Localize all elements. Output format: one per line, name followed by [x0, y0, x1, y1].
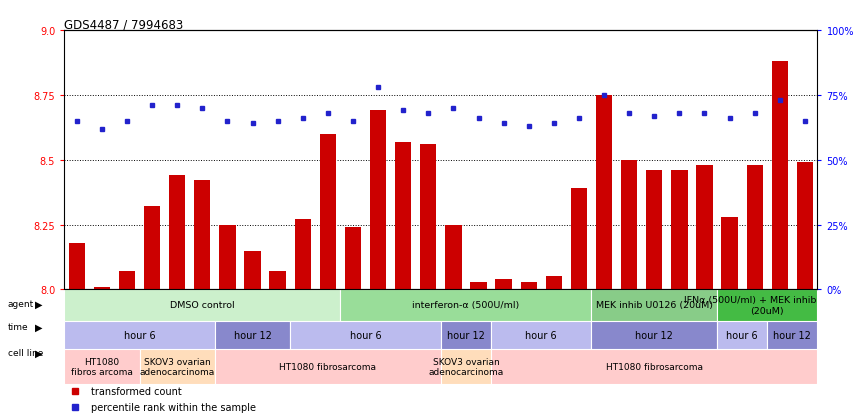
Bar [591, 321, 717, 349]
Text: interferon-α (500U/ml): interferon-α (500U/ml) [413, 301, 520, 310]
Text: HT1080 fibrosarcoma: HT1080 fibrosarcoma [279, 362, 377, 371]
Bar [64, 290, 341, 321]
Bar [294, 220, 311, 290]
Bar [68, 243, 85, 290]
Bar [717, 321, 767, 349]
Bar [470, 282, 487, 290]
Text: SKOV3 ovarian
adenocarcinoma: SKOV3 ovarian adenocarcinoma [140, 357, 215, 376]
Bar [270, 272, 286, 290]
Bar [64, 321, 215, 349]
Bar [341, 290, 591, 321]
Text: hour 6: hour 6 [526, 330, 557, 340]
Bar [717, 290, 817, 321]
Text: hour 12: hour 12 [774, 330, 811, 340]
Bar [571, 189, 587, 290]
Text: hour 6: hour 6 [727, 330, 758, 340]
Text: SKOV3 ovarian
adenocarcinoma: SKOV3 ovarian adenocarcinoma [428, 357, 503, 376]
Bar [441, 349, 491, 385]
Text: MEK inhib U0126 (20uM): MEK inhib U0126 (20uM) [596, 301, 713, 310]
Bar [215, 321, 290, 349]
Bar [445, 225, 461, 290]
Bar [767, 321, 817, 349]
Bar [520, 282, 537, 290]
Bar [797, 163, 813, 290]
Bar [596, 96, 612, 290]
Bar [194, 181, 211, 290]
Text: hour 12: hour 12 [635, 330, 673, 340]
Text: hour 12: hour 12 [234, 330, 271, 340]
Bar [219, 225, 235, 290]
Bar [591, 290, 717, 321]
Bar [119, 272, 135, 290]
Text: HT1080 fibrosarcoma: HT1080 fibrosarcoma [606, 362, 703, 371]
Text: ▶: ▶ [35, 348, 43, 358]
Bar [545, 277, 562, 290]
Bar [244, 251, 261, 290]
Text: cell line: cell line [8, 349, 43, 358]
Bar [771, 62, 788, 290]
Bar [345, 228, 361, 290]
Bar [746, 166, 763, 290]
Bar [646, 171, 663, 290]
Bar [215, 349, 441, 385]
Bar [140, 349, 215, 385]
Bar [441, 321, 491, 349]
Bar [420, 145, 437, 290]
Bar [496, 279, 512, 290]
Bar [395, 142, 412, 290]
Text: transformed count: transformed count [91, 386, 181, 396]
Text: HT1080
fibros arcoma: HT1080 fibros arcoma [71, 357, 133, 376]
Bar [319, 135, 336, 290]
Text: hour 6: hour 6 [124, 330, 155, 340]
Bar [491, 321, 591, 349]
Bar [491, 349, 817, 385]
Text: time: time [8, 323, 28, 332]
Text: percentile rank within the sample: percentile rank within the sample [91, 402, 256, 412]
Bar [621, 160, 638, 290]
Bar [671, 171, 687, 290]
Bar [144, 207, 160, 290]
Bar [696, 166, 713, 290]
Bar [290, 321, 441, 349]
Text: hour 6: hour 6 [350, 330, 381, 340]
Bar [722, 217, 738, 290]
Text: IFNα (500U/ml) + MEK inhib U0126
(20uM): IFNα (500U/ml) + MEK inhib U0126 (20uM) [684, 296, 851, 315]
Text: hour 12: hour 12 [447, 330, 484, 340]
Bar [169, 176, 186, 290]
Bar [64, 349, 140, 385]
Text: ▶: ▶ [35, 299, 43, 309]
Text: ▶: ▶ [35, 322, 43, 332]
Text: GDS4487 / 7994683: GDS4487 / 7994683 [64, 18, 183, 31]
Bar [93, 287, 110, 290]
Text: DMSO control: DMSO control [170, 301, 235, 310]
Text: agent: agent [8, 299, 34, 308]
Bar [370, 111, 386, 290]
